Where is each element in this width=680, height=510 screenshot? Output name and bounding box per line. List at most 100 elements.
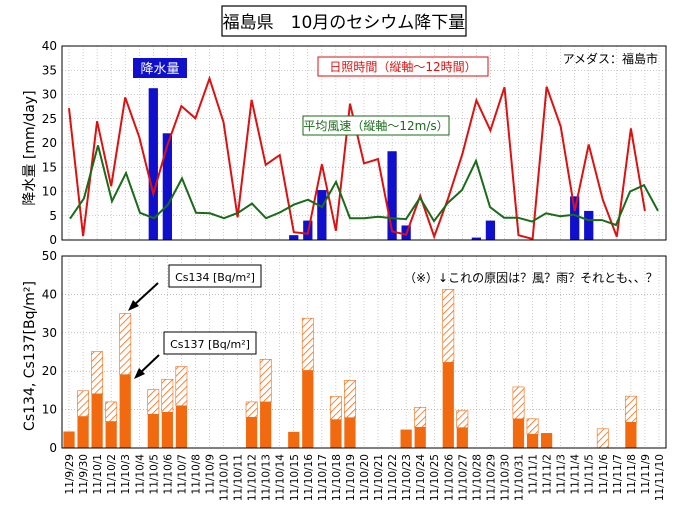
cs134-bar: [105, 401, 118, 422]
top-grid: [62, 46, 666, 240]
cs134-bar: [245, 401, 258, 418]
cs134-bar: [259, 358, 272, 403]
x-tick-label: 11/11/4: [570, 454, 582, 495]
precip-bar: [570, 196, 580, 240]
cs134-bar: [147, 389, 160, 415]
cs134-bar: [77, 390, 89, 417]
top-y-tick-label: 10: [42, 185, 57, 199]
bottom-y-ticks: 0 10 20 30 40 50: [42, 249, 57, 455]
title-group: 福島県 10月のセシウム降下量: [221, 5, 467, 37]
top-y-axis-label: 降水量 [mm/day]: [22, 90, 38, 205]
x-tick-label: 11/9/30: [78, 454, 90, 494]
x-tick-label: 11/10/3: [120, 454, 132, 494]
bottom-y-tick-label: 20: [42, 364, 57, 378]
cs137-bar: [288, 431, 300, 448]
bottom-y-tick-label: 10: [42, 403, 57, 417]
cesium-bars: [63, 289, 637, 449]
top-y-tick-label: 30: [42, 88, 57, 102]
x-tick-label: 11/10/8: [190, 454, 202, 494]
top-panel: 0 5 10 15 20 25 30 35 40 降水量 [mm/day] 降水量 日照時間（縦…: [22, 39, 667, 247]
bottom-y-tick-label: 40: [42, 287, 57, 301]
cs137-bar: [330, 419, 342, 448]
cs134-bar: [161, 378, 174, 413]
x-tick-label: 11/10/10: [219, 454, 231, 501]
x-tick-label: 11/10/20: [359, 454, 371, 501]
top-y-ticks: 0 5 10 15 20 25 30 35 40: [42, 39, 57, 247]
cs134-callout: Cs134 [Bq/m²]: [128, 264, 262, 311]
x-tick-label: 11/10/23: [401, 454, 413, 501]
x-tick-label: 11/10/17: [317, 454, 329, 501]
cs137-bar: [260, 401, 272, 448]
cs134-bar: [414, 406, 427, 428]
cs137-callout: Cs137 [Bq/m²]: [134, 331, 257, 379]
precip-bar: [471, 237, 482, 240]
bottom-y-tick-label: 0: [49, 441, 57, 455]
cs137-callout-label: Cs137 [Bq/m²]: [170, 338, 250, 351]
x-tick-label: 11/11/10: [654, 454, 666, 501]
x-tick-label: 11/11/2: [542, 454, 554, 494]
x-tick-labels: 11/9/29 11/9/30 11/10/1 11/10/2 11/10/3 11/10…: [64, 454, 666, 501]
top-y-tick-label: 25: [42, 112, 57, 126]
cs137-bar: [526, 434, 539, 448]
wind-legend-label: 平均風速（縦軸〜12m/s）: [303, 119, 448, 133]
cs137-bar: [246, 417, 258, 448]
x-tick-label: 11/10/1: [92, 454, 104, 494]
cs137-bar: [105, 421, 117, 448]
precip-legend: 降水量: [133, 58, 187, 78]
cs137-bar: [147, 414, 159, 448]
bottom-y-tick-label: 30: [42, 326, 57, 340]
x-tick-label: 11/10/5: [148, 454, 160, 494]
cs137-bar: [77, 416, 89, 448]
station-note: アメダス：福島市: [563, 51, 658, 66]
cs137-arrowhead: [134, 368, 145, 379]
x-tick-label: 11/10/6: [162, 454, 174, 495]
chart-title: 福島県 10月のセシウム降下量: [223, 13, 466, 33]
x-tick-label: 11/10/18: [331, 454, 343, 501]
bottom-y-axis-label: Cs134, Cs137[Bq/m²]: [22, 281, 38, 431]
x-tick-label: 11/10/11: [233, 454, 245, 501]
x-tick-label: 11/10/14: [275, 454, 287, 501]
top-y-tick-label: 40: [42, 39, 57, 53]
precip-bar: [485, 220, 496, 240]
x-tick-label: 11/11/6: [598, 454, 610, 495]
cs137-bar: [414, 427, 426, 448]
x-tick-label: 11/11/5: [584, 454, 596, 494]
x-tick-label: 11/10/2: [106, 454, 118, 494]
cs137-bar: [442, 362, 454, 448]
x-tick-label: 11/11/7: [612, 454, 624, 494]
cs134-bar: [91, 351, 104, 395]
x-tick-label: 11/10/21: [373, 454, 385, 501]
x-tick-label: 11/10/12: [247, 454, 259, 501]
cs134-arrow: [132, 282, 159, 307]
top-plot-frame: [61, 45, 667, 241]
x-tick-label: 11/11/8: [626, 454, 638, 494]
x-tick-label: 11/10/9: [204, 454, 216, 494]
x-tick-label: 11/10/4: [134, 454, 146, 495]
x-tick-label: 11/10/22: [387, 454, 399, 501]
cs137-bar: [625, 422, 637, 448]
cs134-bar: [624, 395, 637, 423]
cs134-bar: [456, 410, 469, 428]
x-tick-label: 11/10/31: [514, 454, 526, 501]
cs134-bar: [119, 313, 132, 375]
cs134-bar: [329, 396, 342, 420]
x-tick-label: 11/10/7: [176, 454, 188, 494]
cs134-callout-label: Cs134 [Bq/m²]: [175, 271, 255, 284]
x-tick-label: 11/10/29: [485, 454, 497, 501]
x-tick-label: 11/10/30: [499, 454, 511, 501]
cs137-bar: [540, 433, 553, 448]
cause-note: （※）↓これの原因は？風？雨？それとも、、？: [404, 271, 658, 285]
cs137-bar: [302, 370, 314, 448]
cs134-bar: [526, 418, 539, 435]
sunshine-legend-label: 日照時間（縦軸〜12時間）: [329, 60, 476, 74]
top-y-tick-label: 5: [49, 209, 57, 223]
x-tick-label: 11/11/9: [640, 454, 652, 494]
cs137-bar: [456, 427, 468, 448]
cs137-bar: [119, 374, 131, 448]
wind-speed-line: [69, 145, 659, 227]
cs134-bar: [301, 317, 314, 371]
cs134-bar: [344, 380, 356, 418]
precip-bar: [387, 151, 397, 240]
